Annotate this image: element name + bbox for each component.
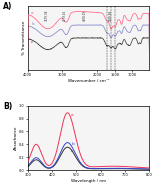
Text: c: c — [71, 149, 74, 153]
Text: a: a — [71, 113, 74, 117]
X-axis label: Wavenumber / cm⁻¹: Wavenumber / cm⁻¹ — [68, 79, 109, 83]
Text: 4808.09: 4808.09 — [83, 9, 87, 20]
Text: b: b — [31, 22, 34, 26]
Text: 3679.38: 3679.38 — [45, 9, 49, 20]
Text: 4179.45: 4179.45 — [63, 9, 67, 20]
Y-axis label: % Transmittance: % Transmittance — [22, 21, 26, 55]
X-axis label: Wavelength / nm: Wavelength / nm — [71, 179, 106, 183]
Text: A): A) — [3, 2, 13, 12]
Text: b: b — [71, 142, 74, 146]
Text: a: a — [31, 11, 34, 15]
Text: 1589.89: 1589.89 — [109, 9, 113, 20]
Text: B): B) — [3, 102, 13, 111]
Y-axis label: Absorbance: Absorbance — [14, 126, 18, 150]
Text: c: c — [31, 40, 34, 44]
